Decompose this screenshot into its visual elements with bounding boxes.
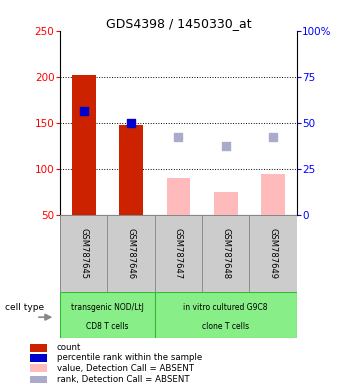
Bar <box>155 292 297 338</box>
Text: cell type: cell type <box>5 303 44 313</box>
Text: GSM787647: GSM787647 <box>174 228 183 279</box>
Bar <box>60 215 107 292</box>
Point <box>270 134 276 140</box>
Point <box>81 108 86 114</box>
Point <box>176 134 181 140</box>
Bar <box>214 192 237 215</box>
Title: GDS4398 / 1450330_at: GDS4398 / 1450330_at <box>106 17 251 30</box>
Bar <box>202 215 249 292</box>
Text: GSM787645: GSM787645 <box>79 228 88 279</box>
Bar <box>30 344 47 351</box>
Text: count: count <box>57 343 81 352</box>
Text: GSM787648: GSM787648 <box>221 228 230 279</box>
Text: value, Detection Call = ABSENT: value, Detection Call = ABSENT <box>57 364 193 372</box>
Bar <box>30 354 47 362</box>
Text: clone T cells: clone T cells <box>202 322 249 331</box>
Text: percentile rank within the sample: percentile rank within the sample <box>57 353 202 362</box>
Text: transgenic NOD/LtJ: transgenic NOD/LtJ <box>71 303 144 313</box>
Bar <box>30 364 47 372</box>
Bar <box>155 215 202 292</box>
Text: GSM787646: GSM787646 <box>127 228 135 279</box>
Bar <box>167 178 190 215</box>
Text: CD8 T cells: CD8 T cells <box>86 322 129 331</box>
Bar <box>249 215 297 292</box>
Bar <box>72 75 95 215</box>
Text: in vitro cultured G9C8: in vitro cultured G9C8 <box>184 303 268 313</box>
Point <box>128 120 134 126</box>
Bar <box>261 174 285 215</box>
Bar <box>119 125 143 215</box>
Bar <box>107 215 155 292</box>
Text: GSM787649: GSM787649 <box>269 228 277 279</box>
Point <box>223 143 228 149</box>
Bar <box>60 292 155 338</box>
Text: rank, Detection Call = ABSENT: rank, Detection Call = ABSENT <box>57 375 189 384</box>
Bar <box>30 376 47 383</box>
